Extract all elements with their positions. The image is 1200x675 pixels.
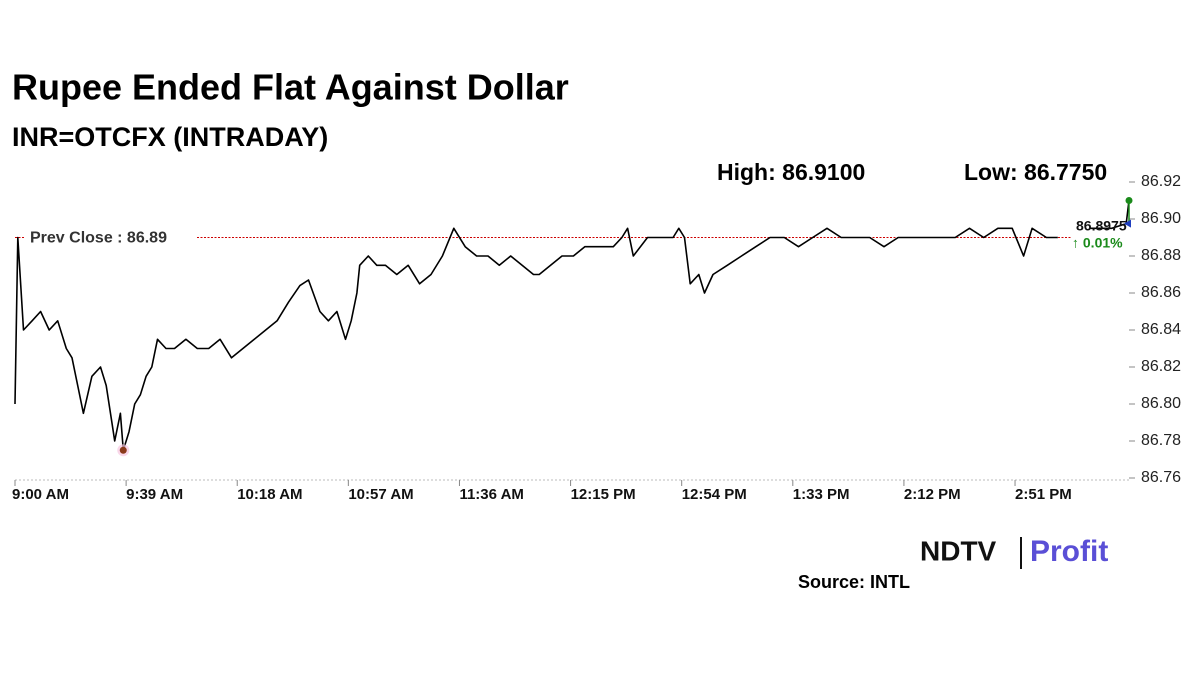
- y-tick-label: 86.86: [1141, 284, 1181, 301]
- y-tick-label: 86.80: [1141, 395, 1181, 412]
- y-tick-label: 86.92: [1141, 173, 1181, 190]
- y-tick-label: 86.78: [1141, 432, 1181, 449]
- x-tick-label: 10:57 AM: [348, 486, 413, 503]
- x-tick-label: 10:18 AM: [237, 486, 302, 503]
- price-line: [14, 200, 1130, 451]
- low-marker: [119, 446, 127, 454]
- prev-close-bg: [24, 226, 196, 249]
- y-tick-label: 86.84: [1141, 321, 1181, 338]
- logo-right: Profit: [1030, 535, 1108, 568]
- y-tick-label: 86.90: [1141, 210, 1181, 227]
- x-tick-label: 2:51 PM: [1015, 486, 1072, 503]
- last-value-label: 86.8975: [1076, 217, 1127, 233]
- y-tick-label: 86.76: [1141, 469, 1181, 486]
- x-tick-label: 2:12 PM: [904, 486, 961, 503]
- title: Rupee Ended Flat Against Dollar: [12, 67, 569, 108]
- y-tick-label: 86.82: [1141, 358, 1181, 375]
- source: Source: INTL: [798, 572, 910, 592]
- x-tick-label: 12:15 PM: [571, 486, 636, 503]
- y-tick-label: 86.88: [1141, 247, 1181, 264]
- x-tick-label: 9:39 AM: [126, 486, 183, 503]
- high-label: High: 86.9100: [717, 159, 865, 185]
- logo-left: NDTV: [920, 535, 997, 566]
- low-label: Low: 86.7750: [964, 159, 1107, 185]
- high-marker: [1125, 197, 1133, 204]
- last-value-pointer: [1124, 219, 1131, 228]
- x-tick-label: 1:33 PM: [793, 486, 850, 503]
- x-tick-label: 11:36 AM: [459, 486, 523, 503]
- change-label: ↑ 0.01%: [1072, 234, 1123, 250]
- x-tick-label: 12:54 PM: [682, 486, 747, 503]
- x-tick-label: 9:00 AM: [12, 486, 69, 503]
- subtitle: INR=OTCFX (INTRADAY): [12, 122, 328, 152]
- prev-close-label: Prev Close : 86.89: [30, 230, 167, 247]
